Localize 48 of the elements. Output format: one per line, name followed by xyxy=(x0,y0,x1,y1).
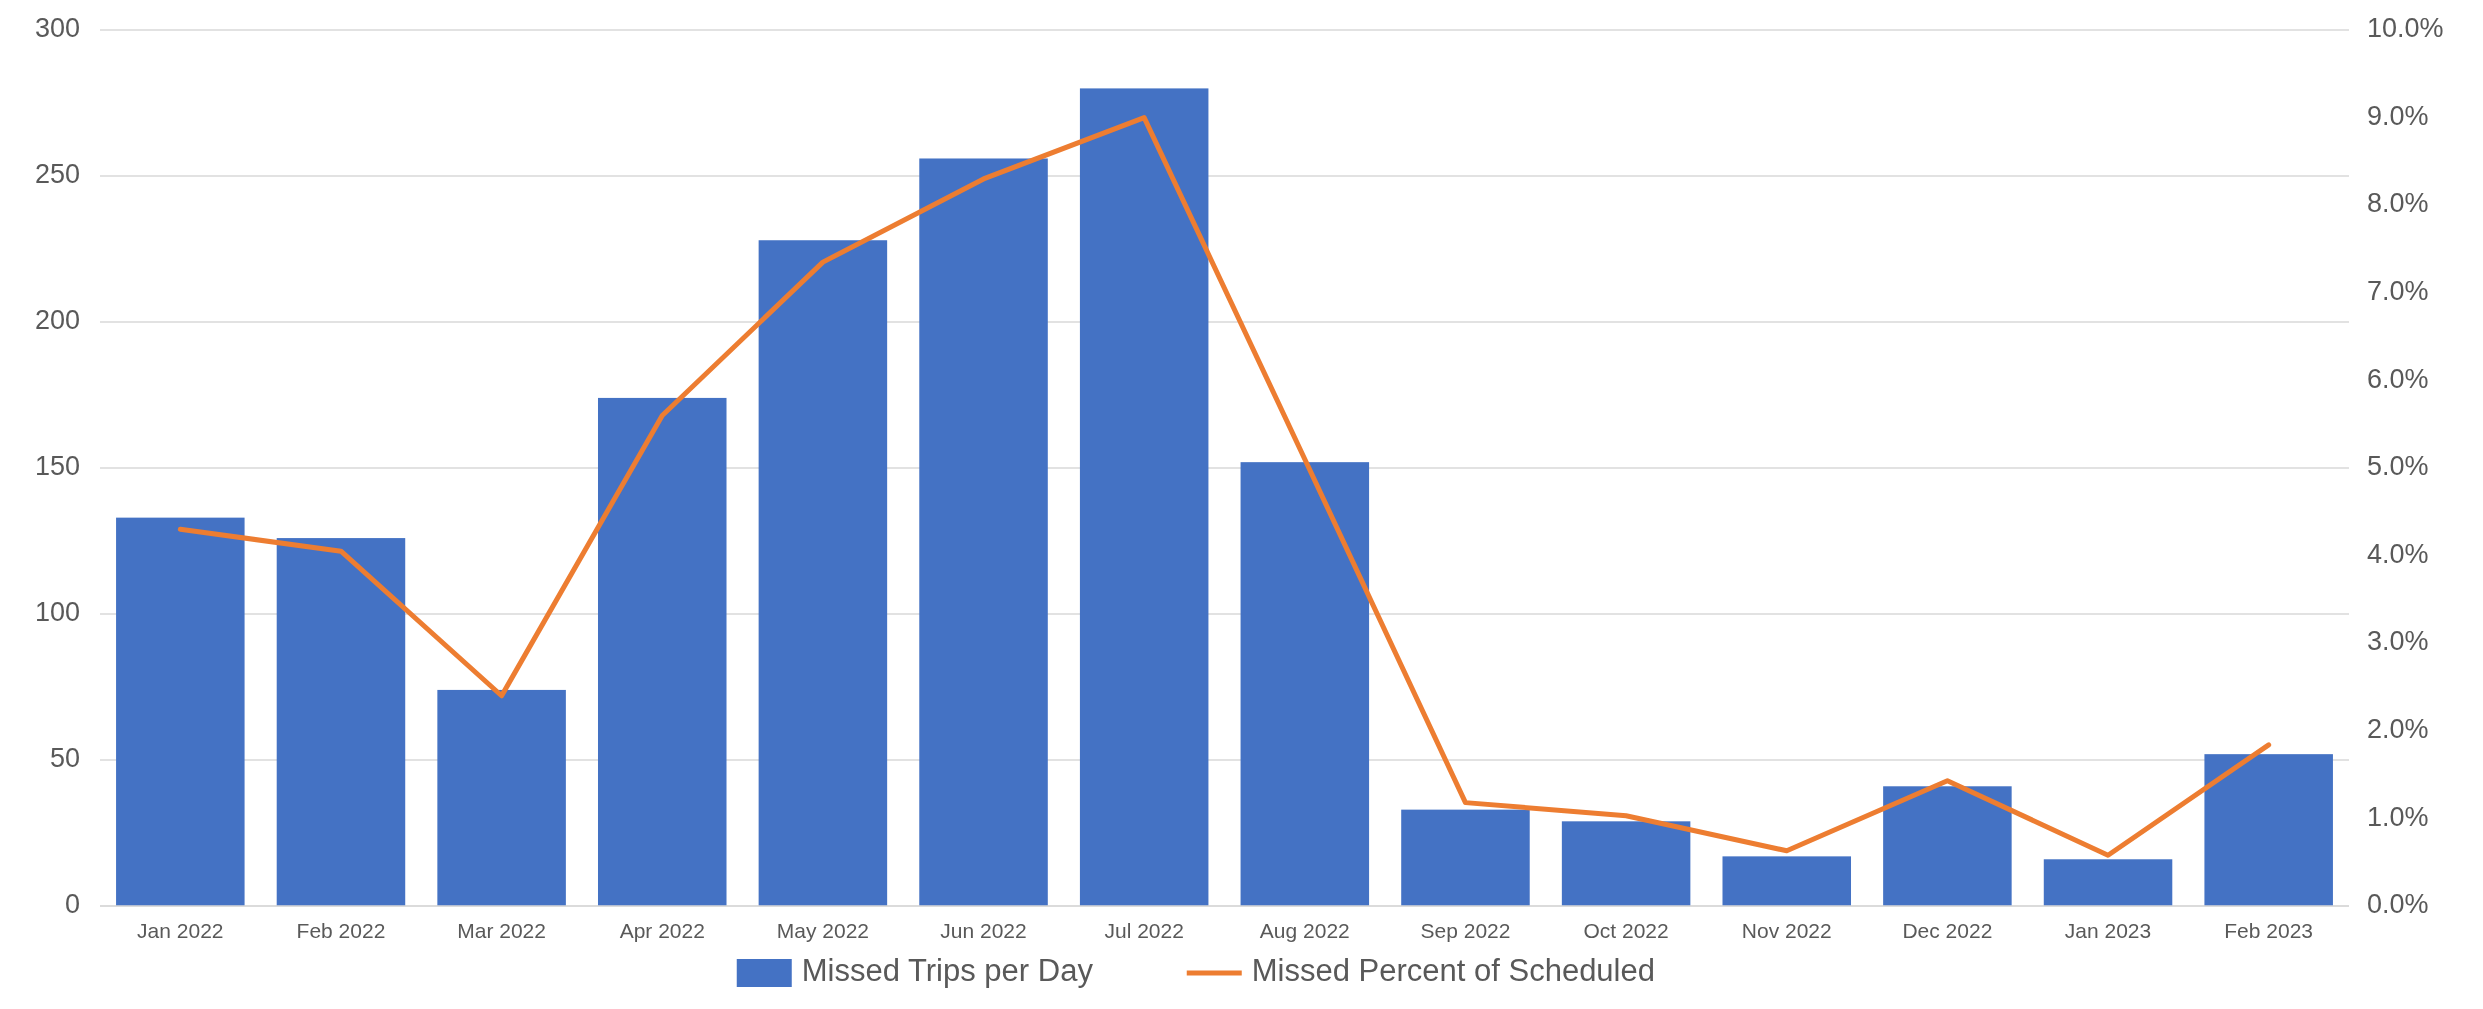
bar xyxy=(597,397,727,906)
bar xyxy=(1079,88,1209,906)
bar xyxy=(758,240,888,906)
bar xyxy=(437,689,566,906)
legend-label: Missed Trips per Day xyxy=(801,953,1094,989)
y-tick-label: 300 xyxy=(34,13,80,44)
bar xyxy=(2043,859,2173,906)
x-tick-label: Dec 2022 xyxy=(1902,919,1993,942)
y-tick-label: 250 xyxy=(34,159,80,190)
x-tick-label: Nov 2022 xyxy=(1741,919,1832,942)
y-tick-label: 150 xyxy=(34,451,80,482)
y2-tick-label: 1.0% xyxy=(2367,801,2429,832)
x-tick-label: Jul 2022 xyxy=(1104,919,1184,942)
bar xyxy=(1561,821,1691,906)
y2-tick-label: 6.0% xyxy=(2367,363,2429,394)
y2-tick-label: 2.0% xyxy=(2367,713,2429,744)
bar xyxy=(1722,856,1851,906)
bar xyxy=(919,158,1048,906)
bar xyxy=(2204,754,2333,906)
x-tick-label: Aug 2022 xyxy=(1259,919,1350,942)
x-tick-label: May 2022 xyxy=(776,919,870,942)
y-tick-label: 0 xyxy=(64,889,80,920)
y-tick-label: 200 xyxy=(34,305,80,336)
y2-tick-label: 5.0% xyxy=(2367,451,2429,482)
y2-tick-label: 7.0% xyxy=(2367,275,2429,306)
bar xyxy=(1883,786,2012,906)
y2-tick-label: 4.0% xyxy=(2367,538,2429,569)
y2-tick-label: 10.0% xyxy=(2367,13,2444,44)
x-tick-label: Feb 2023 xyxy=(2224,919,2314,942)
x-tick-label: Jun 2022 xyxy=(940,919,1027,942)
x-tick-label: Jan 2023 xyxy=(2064,919,2152,942)
bar xyxy=(1240,462,1370,906)
y2-tick-label: 0.0% xyxy=(2367,889,2429,920)
x-tick-label: Feb 2022 xyxy=(296,919,386,942)
bar xyxy=(1401,809,1530,906)
y2-tick-label: 9.0% xyxy=(2367,100,2429,131)
x-tick-label: Apr 2022 xyxy=(619,919,705,942)
y2-tick-label: 3.0% xyxy=(2367,626,2429,657)
legend-label: Missed Percent of Scheduled xyxy=(1251,953,1655,989)
y2-tick-label: 8.0% xyxy=(2367,188,2429,219)
x-tick-label: Jan 2022 xyxy=(137,919,224,942)
y-tick-label: 100 xyxy=(34,597,80,628)
y-tick-label: 50 xyxy=(49,743,80,774)
bar xyxy=(116,517,245,906)
x-tick-label: Mar 2022 xyxy=(457,919,546,942)
x-tick-label: Sep 2022 xyxy=(1420,919,1511,942)
bar xyxy=(276,538,406,906)
x-tick-label: Oct 2022 xyxy=(1583,919,1669,942)
